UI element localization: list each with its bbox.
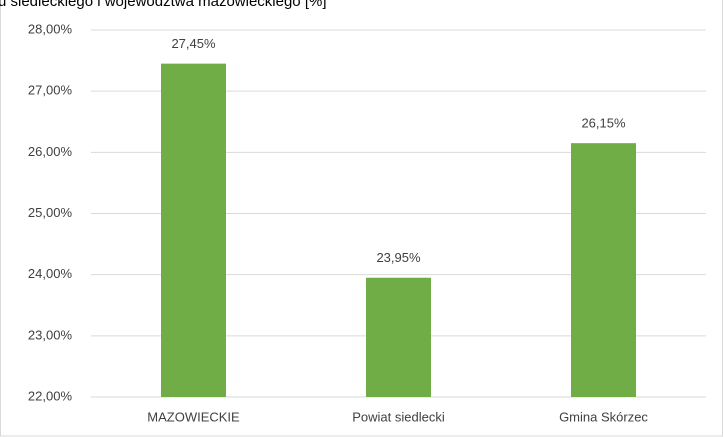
bar — [571, 143, 636, 397]
x-tick-label: MAZOWIECKIE — [147, 409, 240, 424]
data-label: 26,15% — [581, 116, 626, 131]
y-tick-label: 28,00% — [28, 21, 73, 36]
data-label: 23,95% — [376, 250, 421, 265]
y-tick-label: 25,00% — [28, 205, 73, 220]
y-tick-label: 23,00% — [28, 327, 73, 342]
y-tick-label: 27,00% — [28, 83, 73, 98]
y-tick-label: 26,00% — [28, 144, 73, 159]
y-tick-label: 22,00% — [28, 388, 73, 403]
x-tick-label: Gmina Skórzec — [559, 409, 648, 424]
data-label: 27,45% — [171, 36, 216, 51]
y-tick-label: 24,00% — [28, 266, 73, 281]
x-tick-label: Powiat siedlecki — [352, 409, 445, 424]
bar — [366, 277, 431, 397]
bar — [161, 63, 226, 398]
chart-title: u siedleckiego i województwa mazowieckie… — [0, 0, 327, 10]
